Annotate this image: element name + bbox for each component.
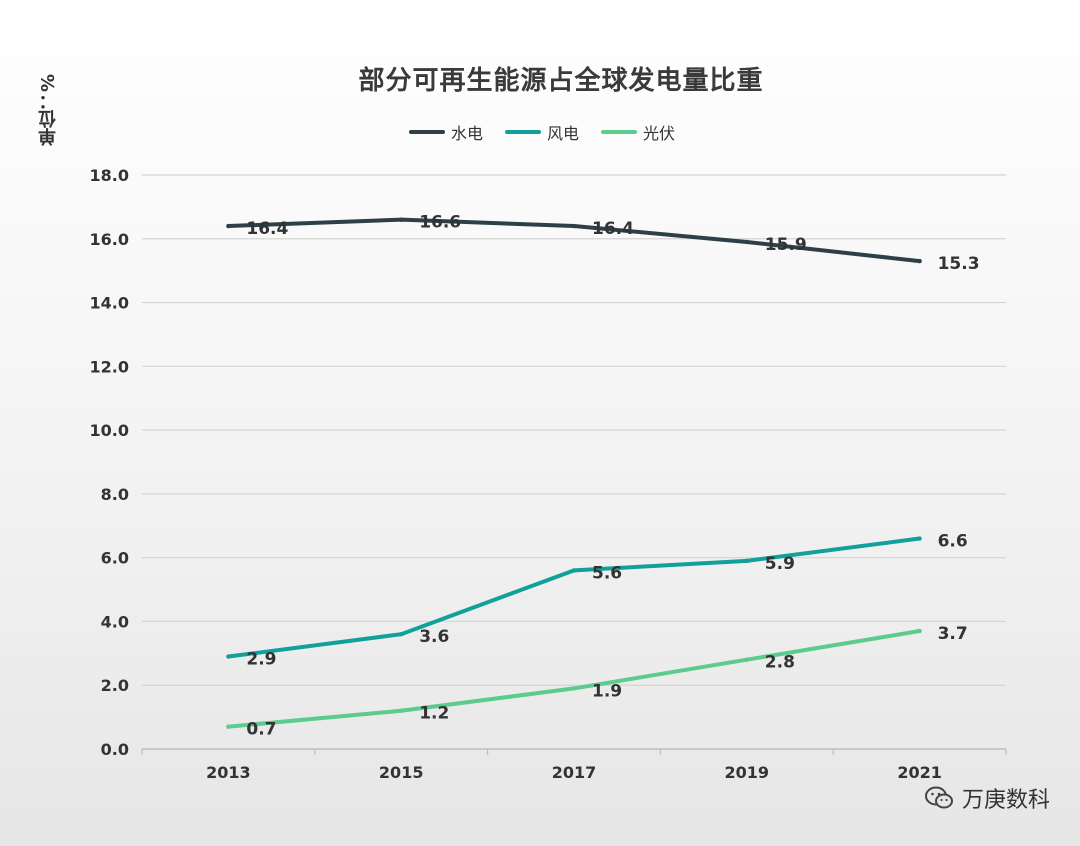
data-point-hydro (399, 217, 404, 222)
watermark: 万庚数科 (924, 782, 1050, 814)
data-label-solar: 1.2 (419, 704, 449, 724)
data-point-hydro (917, 258, 922, 264)
data-point-wind (917, 536, 922, 541)
data-label-wind: 3.6 (419, 627, 449, 647)
y-tick-label: 18.0 (90, 166, 129, 185)
data-label-hydro: 15.9 (765, 235, 807, 255)
y-tick-label: 6.0 (101, 549, 129, 568)
data-point-solar (571, 686, 577, 691)
data-label-wind: 5.6 (592, 563, 622, 583)
data-label-solar: 2.8 (765, 653, 795, 673)
data-point-wind (399, 632, 404, 637)
data-label-hydro: 16.4 (246, 219, 288, 239)
data-point-hydro (744, 239, 749, 245)
x-tick-label: 2021 (897, 763, 942, 782)
data-point-hydro (226, 223, 231, 229)
data-label-wind: 2.9 (246, 650, 276, 670)
data-point-solar (399, 708, 404, 713)
chart-legend: 水电 风电 光伏 (0, 120, 1080, 144)
x-tick-label: 2017 (552, 763, 597, 782)
wechat-icon (924, 786, 953, 809)
x-tick-label: 2019 (725, 763, 770, 782)
data-label-solar: 3.7 (938, 624, 968, 644)
y-tick-label: 2.0 (101, 676, 129, 695)
y-tick-label: 12.0 (90, 357, 129, 376)
data-label-hydro: 16.6 (419, 213, 461, 233)
chart-title: 部分可再生能源占全球发电量比重 (358, 66, 764, 96)
data-label-solar: 0.7 (246, 720, 276, 740)
data-label-wind: 6.6 (938, 532, 968, 552)
legend-swatch-wind (504, 130, 541, 134)
y-tick-label: 10.0 (90, 421, 129, 440)
legend-item-solar: 光伏 (601, 120, 675, 144)
series-line-solar (226, 629, 922, 729)
watermark-text: 万庚数科 (961, 788, 1050, 813)
data-label-hydro: 15.3 (938, 254, 980, 274)
legend-swatch-solar (601, 130, 637, 134)
legend-item-hydro: 水电 (408, 120, 483, 144)
legend-label-solar: 光伏 (643, 124, 676, 143)
y-tick-label: 16.0 (90, 230, 129, 249)
data-point-solar (917, 628, 922, 634)
data-point-solar (744, 657, 749, 662)
legend-label-hydro: 水电 (450, 124, 483, 143)
y-tick-label: 14.0 (90, 294, 129, 313)
y-tick-label: 0.0 (101, 740, 129, 759)
x-tick-label: 2013 (206, 763, 251, 782)
legend-label-wind: 风电 (546, 124, 579, 143)
data-label-solar: 1.9 (592, 681, 622, 701)
data-label-hydro: 16.4 (592, 219, 634, 239)
data-point-wind (571, 568, 577, 573)
data-point-wind (744, 558, 749, 564)
data-label-wind: 5.9 (765, 554, 795, 574)
y-tick-label: 4.0 (101, 612, 129, 631)
data-point-hydro (571, 223, 577, 229)
legend-swatch-hydro (408, 130, 445, 134)
data-point-wind (226, 654, 231, 659)
x-tick-label: 2015 (379, 763, 424, 782)
series-line-wind (226, 536, 922, 659)
data-point-solar (226, 724, 231, 729)
legend-item-wind: 风电 (504, 120, 579, 144)
y-tick-label: 8.0 (101, 485, 129, 504)
